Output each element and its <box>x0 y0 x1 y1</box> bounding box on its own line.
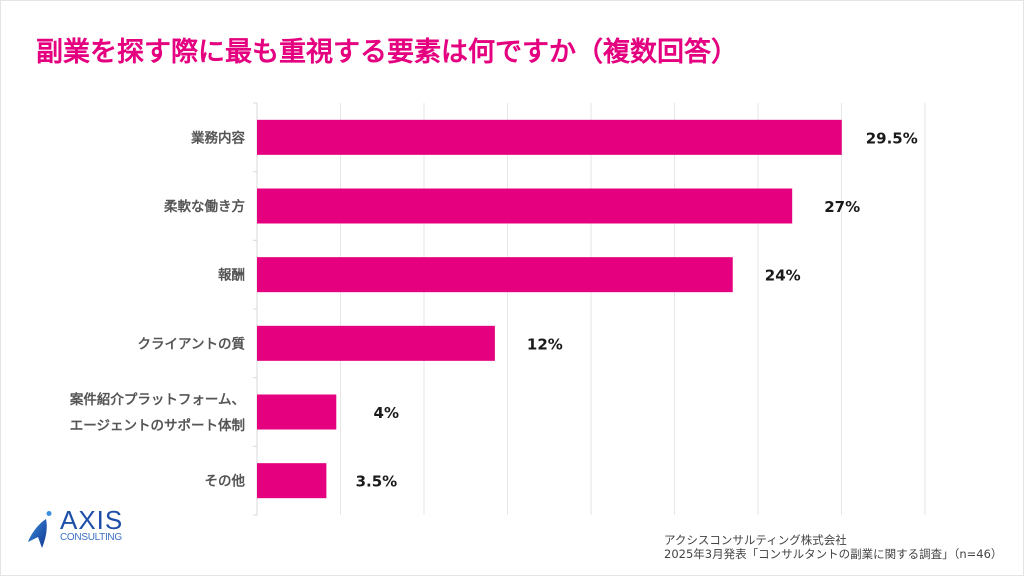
bar <box>257 188 793 224</box>
value-label: 4% <box>374 404 399 422</box>
category-label: エージェントのサポート体制 <box>70 417 245 434</box>
category-label: クライアントの質 <box>138 335 246 352</box>
value-label: 27% <box>824 198 860 216</box>
logo-text: AXIS <box>60 505 124 535</box>
logo-subtext: CONSULTING <box>60 532 122 543</box>
bar <box>257 325 495 361</box>
bar <box>257 119 842 155</box>
bar <box>257 463 327 499</box>
value-label: 12% <box>527 335 563 353</box>
bar <box>257 394 337 430</box>
category-label: 案件紹介プラットフォーム、 <box>69 391 245 408</box>
category-label: 柔軟な働き方 <box>163 198 245 215</box>
bars <box>257 119 842 499</box>
source-survey: 2025年3月発表「コンサルタントの副業に関する調査」（n=46） <box>664 547 1003 561</box>
bar <box>257 257 733 293</box>
category-label: 報酬 <box>218 267 245 284</box>
value-label: 29.5% <box>866 129 918 147</box>
category-label: 業務内容 <box>190 129 245 146</box>
category-labels: 業務内容柔軟な働き方報酬クライアントの質案件紹介プラットフォーム、エージェントの… <box>69 129 246 489</box>
value-label: 3.5% <box>356 473 398 491</box>
value-labels: 29.5% 27% 24% 12% 4% 3.5% <box>356 129 918 490</box>
source-company: アクシスコンサルティング株式会社 <box>664 533 847 547</box>
category-label: その他 <box>205 473 246 490</box>
chart-title: 副業を探す際に最も重視する要素は何ですか（複数回答） <box>36 37 738 68</box>
value-label: 24% <box>765 267 801 285</box>
rocket-logo-icon <box>28 511 52 548</box>
axis-consulting-logo: AXIS CONSULTING <box>26 505 146 552</box>
source-note: アクシスコンサルティング株式会社 2025年3月発表「コンサルタントの副業に関す… <box>664 533 1002 561</box>
gridlines <box>253 102 926 516</box>
